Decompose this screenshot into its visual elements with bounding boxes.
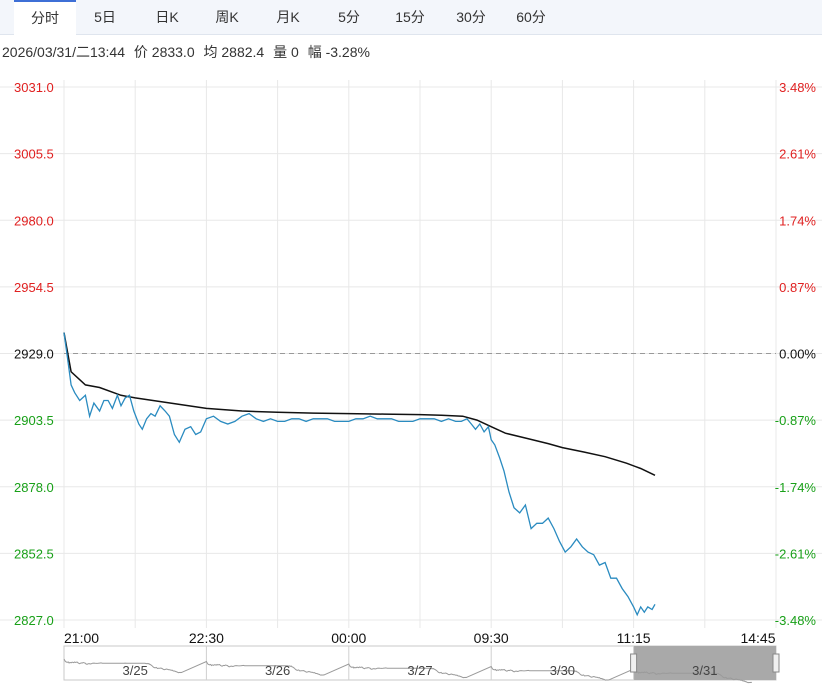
percent-tick-label: 3.48%	[779, 80, 816, 95]
navigator-handle[interactable]	[772, 653, 780, 673]
average-price-line	[63, 332, 656, 476]
period-tab-bar: 分时 5日 日K 周K 月K 5分 15分 30分 60分	[0, 0, 822, 35]
price-tick-label: 2827.0	[14, 613, 54, 628]
time-axis: 21:00 22:30 00:00 09:30 11:15 14:45	[64, 630, 776, 646]
tab-30-min[interactable]: 30分	[456, 9, 486, 25]
tab-weekly-k[interactable]: 周K	[215, 9, 239, 25]
tab-15-min[interactable]: 15分	[395, 9, 425, 25]
price-tick-label: 2903.5	[14, 413, 54, 428]
percent-tick-label: 0.00%	[779, 347, 816, 362]
price-tick-label: 2929.0	[14, 347, 54, 362]
quote-volume: 量 0	[273, 44, 299, 60]
percent-tick-label: -2.61%	[775, 546, 817, 561]
navigator-date-label: 3/30	[550, 663, 575, 678]
navigator-handle[interactable]	[630, 653, 638, 673]
time-tick-label: 09:30	[474, 630, 509, 646]
quote-datetime: 2026/03/31/二13:44	[2, 44, 125, 60]
tab-5-min[interactable]: 5分	[338, 9, 360, 25]
percent-tick-label: -1.74%	[775, 480, 817, 495]
quote-change: 幅 -3.28%	[307, 44, 370, 60]
tab-monthly-k[interactable]: 月K	[276, 9, 300, 25]
quote-info-bar: 2026/03/31/二13:44 价 2833.0 均 2882.4 量 0 …	[2, 42, 375, 62]
tab-5-day[interactable]: 5日	[94, 9, 116, 25]
price-tick-label: 2954.5	[14, 280, 54, 295]
tab-daily-k[interactable]: 日K	[155, 9, 179, 25]
price-line	[63, 332, 656, 617]
navigator-date-label: 3/27	[407, 663, 432, 678]
percent-tick-label: -0.87%	[775, 413, 817, 428]
time-tick-label: 14:45	[740, 630, 775, 646]
time-tick-label: 00:00	[331, 630, 366, 646]
navigator-trace	[63, 658, 753, 684]
percent-axis: 3.48% 2.61% 1.74% 0.87% 0.00% -0.87% -1.74% -2.…	[775, 80, 817, 628]
percent-tick-label: 1.74%	[779, 213, 816, 228]
time-tick-label: 22:30	[189, 630, 224, 646]
navigator-date-label: 3/26	[265, 663, 290, 678]
price-tick-label: 3005.5	[14, 147, 54, 162]
tab-intraday[interactable]: 分时	[14, 0, 76, 35]
percent-tick-label: -3.48%	[775, 613, 817, 628]
quote-price: 价 2833.0	[133, 44, 195, 60]
price-tick-label: 2852.5	[14, 546, 54, 561]
range-navigator[interactable]: 3/25 3/26 3/27 3/30 3/31	[63, 645, 780, 684]
percent-tick-label: 2.61%	[779, 147, 816, 162]
price-axis: 3031.0 3005.5 2980.0 2954.5 2929.0 2903.5 2878…	[14, 80, 54, 628]
price-tick-label: 2980.0	[14, 213, 54, 228]
price-tick-label: 3031.0	[14, 80, 54, 95]
percent-tick-label: 0.87%	[779, 280, 816, 295]
navigator-date-label: 3/31	[692, 663, 717, 678]
tab-60-min[interactable]: 60分	[516, 9, 546, 25]
time-tick-label: 11:15	[617, 630, 651, 646]
navigator-date-label: 3/25	[123, 663, 148, 678]
price-tick-label: 2878.0	[14, 480, 54, 495]
time-tick-label: 21:00	[64, 630, 99, 646]
quote-average: 均 2882.4	[203, 44, 265, 60]
chart-grid	[0, 80, 822, 628]
